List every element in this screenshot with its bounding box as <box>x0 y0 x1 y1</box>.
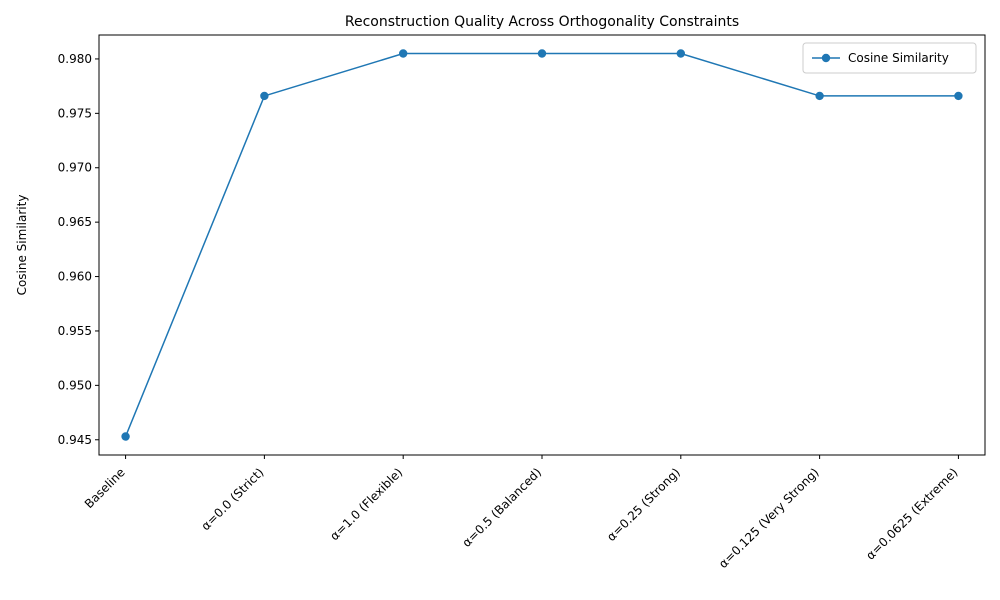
data-point <box>260 91 269 101</box>
data-point <box>954 91 963 101</box>
x-tick-label: α=0.25 (Strong) <box>604 465 683 544</box>
x-tick-label: α=0.125 (Very Strong) <box>716 465 822 571</box>
x-tick-label: α=1.0 (Flexible) <box>327 465 405 543</box>
x-tick-label: α=0.0625 (Extreme) <box>863 465 960 562</box>
data-point <box>815 91 824 101</box>
y-tick-label: 0.950 <box>58 378 92 392</box>
y-tick-label: 0.965 <box>58 215 92 229</box>
y-tick-label: 0.960 <box>58 270 92 284</box>
data-point <box>537 49 547 58</box>
chart-title: Reconstruction Quality Across Orthogonal… <box>345 14 739 30</box>
data-point <box>676 49 686 58</box>
legend-label: Cosine Similarity <box>848 51 949 65</box>
x-tick-label: α=0.0 (Strict) <box>199 465 267 533</box>
plot-frame <box>98 34 986 456</box>
legend-marker <box>821 53 831 63</box>
y-axis-label: Cosine Similarity <box>15 195 29 296</box>
series-line <box>124 52 959 437</box>
data-point <box>121 432 130 441</box>
x-tick-label: α=0.5 (Balanced) <box>459 465 544 550</box>
data-point <box>398 49 408 58</box>
y-tick-label: 0.980 <box>58 52 92 66</box>
y-tick-label: 0.975 <box>58 106 92 120</box>
legend-box <box>802 42 977 74</box>
y-tick-label: 0.955 <box>58 324 92 338</box>
y-tick-label: 0.970 <box>58 161 92 175</box>
y-tick-label: 0.945 <box>58 433 92 447</box>
x-tick-label: Baseline <box>82 465 128 511</box>
